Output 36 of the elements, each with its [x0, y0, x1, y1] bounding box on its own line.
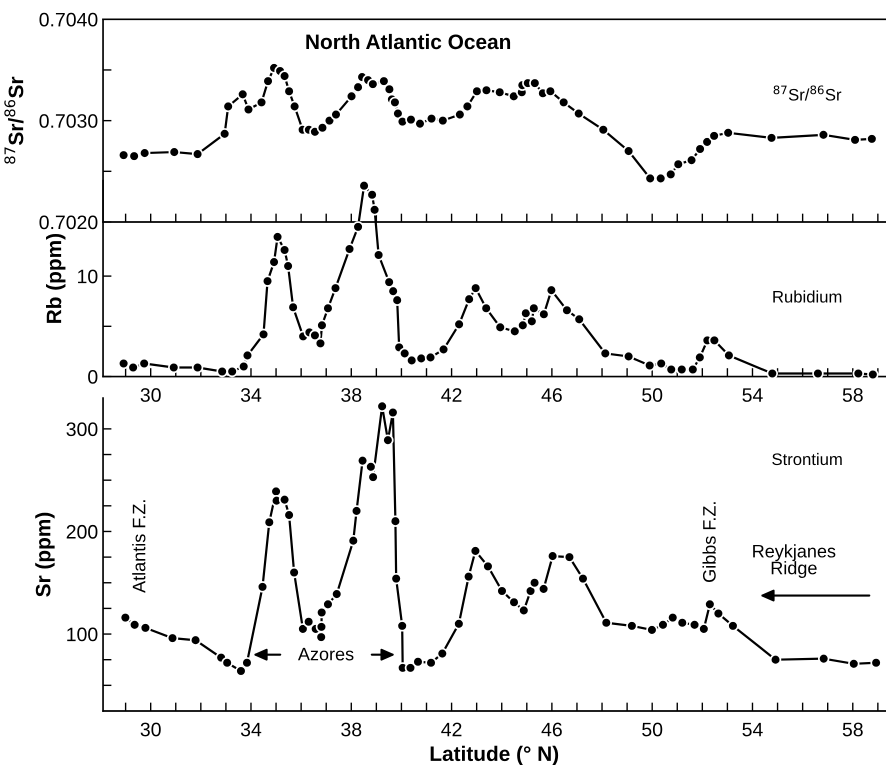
annotation: Atlantis F.Z. [132, 500, 146, 593]
x-tick-label: 54 [742, 388, 763, 402]
x-tick-label: 58 [842, 388, 863, 402]
x-tick-label: 30 [140, 388, 161, 402]
x-tick-label: 42 [441, 722, 462, 736]
text: North Atlantic Ocean [306, 34, 510, 50]
x-tick-label: 38 [341, 388, 362, 402]
y-tick-label: 0 [88, 370, 98, 384]
text: Rubidium [773, 290, 842, 303]
x-tick-label: 58 [842, 722, 863, 736]
y-tick-label: 0.7040 [39, 12, 98, 27]
y-axis-title: Rb (ppm) [46, 234, 66, 323]
y-axis-title: $^{87}$Sr/$^{86}$Sr [4, 76, 24, 164]
y-tick-label: 0.7020 [39, 215, 98, 230]
x-tick-label: 50 [642, 722, 662, 736]
y-tick-label: 300 [66, 422, 98, 436]
annotation: Reykjanes Ridge [753, 544, 836, 578]
x-axis-title: Latitude (° N) [430, 746, 558, 765]
x-tick-label: 30 [140, 722, 161, 736]
x-tick-label: 50 [642, 388, 662, 402]
x-tick-label: 34 [240, 388, 262, 402]
x-tick-label: 54 [742, 722, 763, 736]
x-tick-label: 38 [341, 722, 362, 736]
y-tick-label: 10 [78, 270, 98, 284]
x-tick-label: 42 [441, 388, 462, 402]
x-tick-label: 46 [542, 722, 562, 736]
y-tick-label: 200 [66, 524, 98, 539]
x-tick-label: 34 [240, 722, 262, 736]
y-tick-label: 100 [67, 628, 98, 642]
text: Strontium [772, 452, 842, 466]
y-tick-label: 0.7030 [39, 114, 98, 128]
y-axis-title: Sr (ppm) [35, 512, 55, 597]
annotation: Gibbs F.Z. [702, 502, 716, 582]
series-label: $^{87}$Sr/$^{86}$Sr [774, 85, 842, 101]
x-tick-label: 46 [542, 388, 562, 402]
annotation: Azores [298, 648, 354, 660]
